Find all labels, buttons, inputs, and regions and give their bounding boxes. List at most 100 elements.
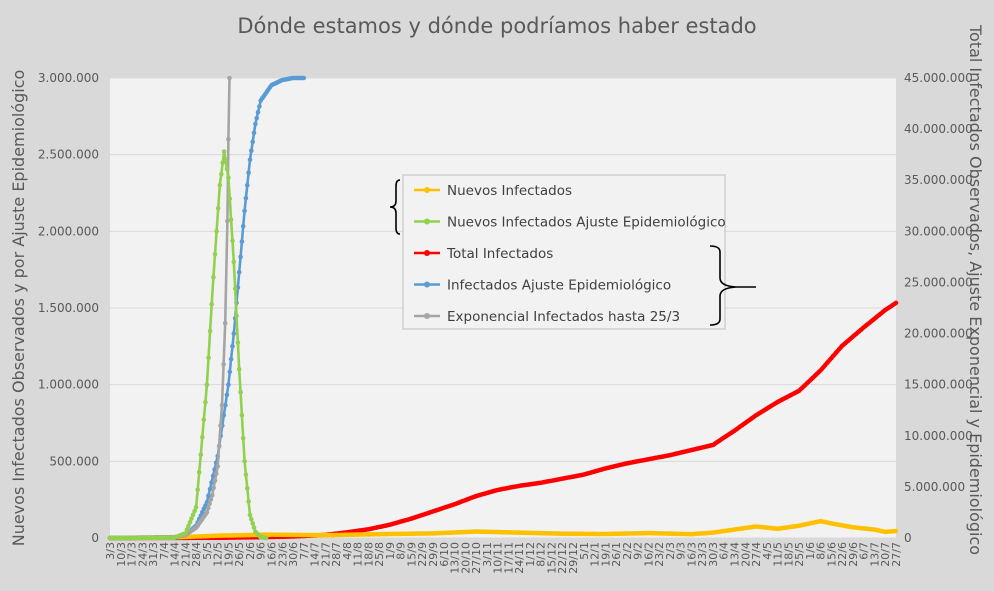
series-layer bbox=[107, 75, 899, 541]
x-tick-label: 17/3 bbox=[126, 542, 139, 567]
x-tick-label: 12/1 bbox=[589, 542, 602, 567]
x-tick-label: 15/12 bbox=[545, 542, 558, 574]
x-tick-label: 30/3 bbox=[707, 542, 720, 567]
series-point bbox=[230, 344, 235, 349]
series-point bbox=[183, 531, 188, 536]
x-tick-label: 1/6 bbox=[804, 542, 817, 560]
series-point bbox=[201, 417, 207, 423]
series-point bbox=[217, 183, 223, 188]
series-point bbox=[221, 149, 227, 154]
x-tick-label: 28/4 bbox=[190, 542, 203, 567]
y-tick-label: 1.500.000 bbox=[38, 301, 99, 315]
series-point bbox=[192, 508, 197, 514]
series-point bbox=[219, 171, 224, 177]
x-tick-label: 27/7 bbox=[890, 542, 903, 567]
x-tick-label: 20/4 bbox=[739, 542, 752, 567]
x-tick-label: 24/11 bbox=[513, 542, 526, 574]
y2-tick-label: 40.000.000 bbox=[904, 122, 973, 136]
y-axis-title: Nuevos Infectados Observados y por Ajust… bbox=[9, 70, 28, 547]
series-point bbox=[254, 115, 259, 121]
series-point bbox=[196, 470, 202, 475]
x-tick-label: 6/7 bbox=[858, 542, 871, 560]
x-tick-label: 23/3 bbox=[696, 542, 709, 567]
series-point bbox=[242, 459, 247, 464]
x-tick-label: 1/12 bbox=[524, 542, 537, 567]
series-point bbox=[211, 275, 216, 280]
y2-tick-label: 30.000.000 bbox=[904, 224, 973, 238]
series-point bbox=[212, 478, 218, 484]
series-point bbox=[250, 139, 255, 145]
series-point bbox=[249, 516, 254, 522]
x-tick-label: 3/3 bbox=[104, 542, 117, 560]
x-tick-label: 1/9 bbox=[384, 542, 397, 560]
series-point bbox=[236, 367, 242, 372]
x-tick-label: 12/5 bbox=[212, 542, 225, 567]
y-tick-label: 2.000.000 bbox=[38, 224, 99, 238]
series-point bbox=[257, 104, 262, 109]
series-point bbox=[227, 75, 232, 81]
x-tick-label: 10/11 bbox=[492, 542, 505, 574]
x-tick-label: 2/3 bbox=[664, 542, 677, 560]
series-point bbox=[221, 413, 227, 418]
series-point bbox=[247, 512, 253, 518]
series-1 bbox=[107, 149, 269, 541]
x-tick-label: 13/7 bbox=[868, 542, 881, 567]
legend-box bbox=[402, 174, 726, 330]
series-point bbox=[219, 402, 225, 408]
series-point bbox=[228, 356, 234, 362]
series-point bbox=[236, 269, 242, 275]
series-point bbox=[200, 434, 205, 440]
series-point bbox=[245, 485, 250, 491]
series-point bbox=[235, 340, 241, 345]
series-point bbox=[249, 148, 254, 154]
x-tick-label: 29/6 bbox=[847, 542, 860, 567]
series-point bbox=[255, 109, 261, 115]
series-point bbox=[207, 486, 213, 492]
x-tick-label: 21/7 bbox=[319, 542, 332, 567]
series-point bbox=[215, 206, 221, 211]
series-point bbox=[226, 175, 231, 180]
series-point bbox=[246, 499, 251, 504]
series-point bbox=[212, 252, 218, 257]
y-tick-label: 0 bbox=[91, 531, 99, 545]
x-tick-label: 30/6 bbox=[287, 542, 300, 567]
series-point bbox=[239, 239, 245, 244]
series-point bbox=[210, 492, 215, 498]
y-tick-label: 2.500.000 bbox=[38, 148, 99, 162]
x-tick-label: 22/6 bbox=[836, 542, 849, 567]
legend: Nuevos Infectados Nuevos Infectados Ajust… bbox=[389, 174, 756, 330]
y2-tick-label: 45.000.000 bbox=[904, 71, 973, 85]
series-point bbox=[228, 217, 234, 223]
x-tick-label: 31/3 bbox=[147, 542, 160, 567]
x-tick-label: 19/5 bbox=[222, 542, 235, 567]
x-tick-label: 8/6 bbox=[815, 542, 828, 560]
series-point bbox=[238, 390, 243, 395]
series-point bbox=[240, 436, 246, 441]
x-tick-label: 17/11 bbox=[502, 542, 515, 574]
legend-swatch-marker bbox=[424, 313, 430, 319]
legend-label: Nuevos Infectados Ajuste Epidemiológico bbox=[447, 215, 726, 231]
x-tick-label: 14/4 bbox=[169, 542, 182, 567]
x-tick-label: 18/5 bbox=[782, 542, 795, 567]
series-point bbox=[198, 452, 204, 458]
x-tick-label: 9/3 bbox=[675, 542, 688, 560]
x-tick-label: 23/2 bbox=[653, 542, 666, 567]
series-point bbox=[203, 399, 208, 405]
left-axis-bracket bbox=[389, 179, 401, 235]
y-tick-label: 3.000.000 bbox=[38, 71, 99, 85]
series-point bbox=[221, 361, 226, 367]
y2-tick-labels: 0 5.000.000 10.000.000 15.000.000 20.000.000… bbox=[904, 71, 973, 545]
series-point bbox=[214, 229, 219, 234]
legend-label: Total Infectados bbox=[446, 246, 553, 262]
series-point bbox=[247, 157, 253, 163]
legend-items: Nuevos Infectados Nuevos Infectados Ajust… bbox=[414, 183, 726, 325]
series-point bbox=[245, 183, 250, 188]
x-tick-label: 25/8 bbox=[373, 542, 386, 567]
series-point bbox=[186, 523, 191, 529]
x-tick-label: 7/4 bbox=[158, 542, 171, 560]
series-point bbox=[227, 369, 233, 375]
legend-label: Exponencial Infectados hasta 25/3 bbox=[447, 309, 680, 325]
legend-swatch-marker bbox=[424, 218, 430, 225]
x-tick-label: 27/4 bbox=[750, 542, 763, 567]
